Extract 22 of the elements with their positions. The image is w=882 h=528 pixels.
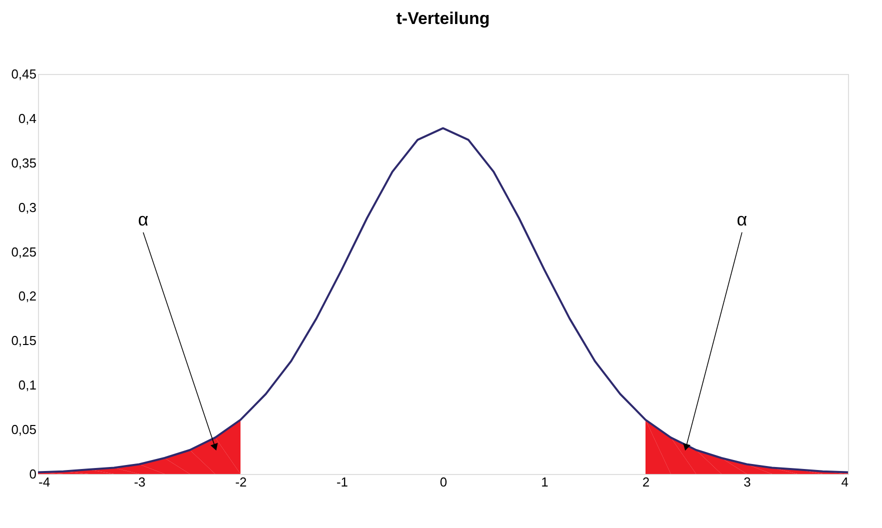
y-tick-label: 0,35 [11, 155, 36, 170]
annotation: α [736, 209, 748, 230]
x-tick-label: -4 [38, 474, 50, 490]
line-series [37, 127, 849, 474]
x-tick-label: -2 [235, 474, 247, 490]
chart-title: t-Verteilung [396, 9, 490, 28]
y-tick-label: 0,05 [11, 422, 36, 438]
x-tick-label: 1 [541, 474, 548, 490]
y-tick-label: 0,4 [18, 110, 36, 126]
annotation: α [138, 209, 148, 230]
x-tick-label: 2 [642, 474, 650, 490]
y-tick-label: 0,15 [11, 333, 36, 348]
x-tick-label: -1 [336, 474, 348, 490]
x-tick-label: 3 [744, 474, 751, 490]
x-tick-label: -3 [134, 474, 146, 490]
y-tick-label: 0,45 [11, 66, 36, 82]
y-tick-label: 0,2 [18, 288, 36, 304]
x-tick-label: 0 [440, 474, 448, 490]
y-tick-label: 0,1 [18, 378, 36, 393]
y-tick-label: 0,3 [18, 200, 36, 215]
x-tick-label: 4 [841, 474, 848, 490]
y-tick-label: 0,25 [11, 244, 36, 260]
